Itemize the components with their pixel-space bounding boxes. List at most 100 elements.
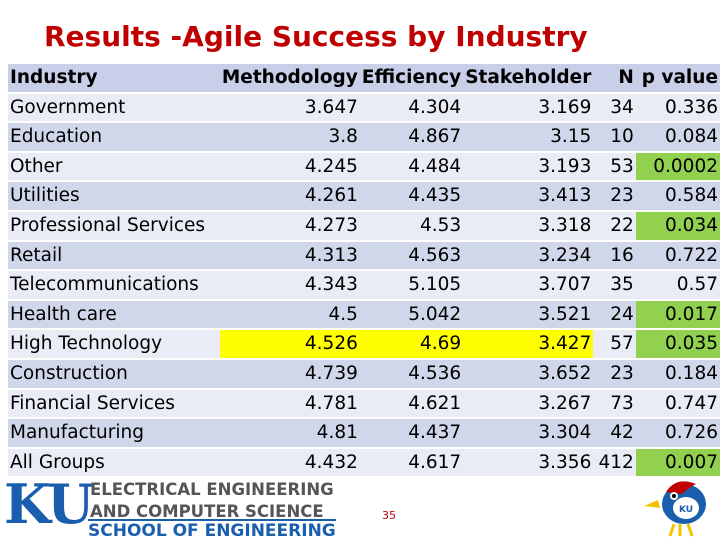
p-value-cell: 0.722 bbox=[665, 244, 718, 266]
industry-cell: Government bbox=[10, 96, 126, 118]
methodology-cell: 4.81 bbox=[316, 422, 358, 444]
efficiency-cell: 4.621 bbox=[408, 392, 462, 414]
efficiency-cell: 4.484 bbox=[408, 155, 462, 177]
table-row: Manufacturing 4.81 4.437 3.304 42 0.726 bbox=[8, 419, 720, 447]
n-cell: 24 bbox=[610, 303, 634, 325]
stakeholder-cell: 3.267 bbox=[538, 392, 592, 414]
table-row: Utilities 4.261 4.435 3.413 23 0.584 bbox=[8, 182, 720, 210]
table-row: Construction 4.739 4.536 3.652 23 0.184 bbox=[8, 359, 720, 388]
industry-cell: Retail bbox=[10, 244, 63, 266]
p-value-cell: 0.084 bbox=[665, 126, 718, 148]
svg-text:KU: KU bbox=[679, 505, 693, 515]
header-efficiency: Efficiency bbox=[361, 67, 462, 88]
p-value-cell-significant: 0.017 bbox=[635, 300, 720, 329]
p-value-cell: 0.57 bbox=[676, 274, 718, 296]
efficiency-cell: 5.105 bbox=[408, 274, 462, 296]
methodology-cell: 4.261 bbox=[304, 185, 358, 207]
industry-cell: Telecommunications bbox=[10, 274, 199, 296]
efficiency-cell: 4.53 bbox=[420, 214, 462, 236]
efficiency-cell: 4.536 bbox=[408, 362, 462, 384]
stakeholder-cell: 3.234 bbox=[538, 244, 592, 266]
methodology-cell: 4.245 bbox=[304, 155, 358, 177]
n-cell: 42 bbox=[610, 422, 634, 444]
p-value-cell-significant: 0.0002 bbox=[635, 152, 720, 181]
table-row: Professional Services 4.273 4.53 3.318 2… bbox=[8, 211, 720, 240]
methodology-cell: 4.343 bbox=[304, 274, 358, 296]
table-row: Education 3.8 4.867 3.15 10 0.084 bbox=[8, 123, 720, 151]
industry-cell: All Groups bbox=[10, 451, 105, 473]
industry-cell: Financial Services bbox=[10, 392, 175, 414]
table-row: Financial Services 4.781 4.621 3.267 73 … bbox=[8, 389, 720, 418]
n-cell: 35 bbox=[610, 274, 634, 296]
methodology-cell: 3.8 bbox=[328, 126, 358, 148]
methodology-cell: 4.313 bbox=[304, 244, 358, 266]
n-cell: 34 bbox=[610, 96, 634, 118]
efficiency-cell-highlighted: 4.69 bbox=[359, 330, 464, 358]
industry-cell: High Technology bbox=[10, 333, 163, 355]
school-name: SCHOOL OF ENGINEERING bbox=[88, 519, 336, 541]
results-table: Industry Methodology Efficiency Stakehol… bbox=[8, 62, 720, 478]
methodology-cell: 4.5 bbox=[328, 303, 358, 325]
header-p-value: p value bbox=[641, 67, 718, 88]
n-cell: 412 bbox=[598, 451, 634, 473]
n-cell: 23 bbox=[610, 362, 634, 384]
methodology-cell: 4.432 bbox=[304, 451, 358, 473]
jayhawk-mascot-icon: KU bbox=[644, 481, 706, 537]
department-name: ELECTRICAL ENGINEERING AND COMPUTER SCIE… bbox=[90, 479, 334, 523]
p-value-cell-significant: 0.007 bbox=[635, 448, 720, 477]
department-line-2: AND COMPUTER SCIENCE bbox=[90, 502, 324, 521]
ku-logo: KU bbox=[4, 472, 94, 536]
efficiency-cell: 4.437 bbox=[408, 422, 462, 444]
table-header-row: Industry Methodology Efficiency Stakehol… bbox=[8, 64, 720, 92]
stakeholder-cell: 3.304 bbox=[538, 422, 592, 444]
n-cell: 57 bbox=[610, 333, 634, 355]
efficiency-cell: 4.563 bbox=[408, 244, 462, 266]
p-value-cell: 0.747 bbox=[665, 392, 718, 414]
industry-cell: Construction bbox=[10, 362, 128, 384]
stakeholder-cell: 3.521 bbox=[538, 303, 592, 325]
header-stakeholder: Stakeholder bbox=[465, 67, 592, 88]
p-value-cell-significant: 0.034 bbox=[635, 211, 720, 240]
efficiency-cell: 4.867 bbox=[408, 126, 462, 148]
stakeholder-cell: 3.356 bbox=[538, 451, 592, 473]
p-value-cell-significant: 0.035 bbox=[635, 330, 720, 358]
table-row-highlighted: High Technology 4.526 4.69 3.427 57 0.03… bbox=[8, 330, 720, 358]
efficiency-cell: 5.042 bbox=[408, 303, 462, 325]
methodology-cell-highlighted: 4.526 bbox=[219, 330, 360, 358]
stakeholder-cell-highlighted: 3.427 bbox=[463, 330, 594, 358]
stakeholder-cell: 3.169 bbox=[538, 96, 592, 118]
industry-cell: Health care bbox=[10, 303, 117, 325]
stakeholder-cell: 3.15 bbox=[550, 126, 592, 148]
industry-cell: Education bbox=[10, 126, 103, 148]
n-cell: 16 bbox=[610, 244, 634, 266]
table-row: Other 4.245 4.484 3.193 53 0.0002 bbox=[8, 152, 720, 181]
table-row-total: All Groups 4.432 4.617 3.356 412 0.007 bbox=[8, 448, 720, 477]
p-value-cell: 0.726 bbox=[665, 422, 718, 444]
efficiency-cell: 4.304 bbox=[408, 96, 462, 118]
table-row: Government 3.647 4.304 3.169 34 0.336 bbox=[8, 93, 720, 122]
efficiency-cell: 4.435 bbox=[408, 185, 462, 207]
header-industry: Industry bbox=[10, 67, 98, 88]
methodology-cell: 4.781 bbox=[304, 392, 358, 414]
header-n: N bbox=[618, 67, 634, 88]
stakeholder-cell: 3.193 bbox=[538, 155, 592, 177]
p-value-cell: 0.584 bbox=[665, 185, 718, 207]
industry-cell: Manufacturing bbox=[10, 422, 144, 444]
efficiency-cell: 4.617 bbox=[408, 451, 462, 473]
stakeholder-cell: 3.707 bbox=[538, 274, 592, 296]
industry-cell: Utilities bbox=[10, 185, 80, 207]
n-cell: 73 bbox=[610, 392, 634, 414]
p-value-cell: 0.184 bbox=[665, 362, 718, 384]
stakeholder-cell: 3.413 bbox=[538, 185, 592, 207]
industry-cell: Professional Services bbox=[10, 214, 206, 236]
table-row: Retail 4.313 4.563 3.234 16 0.722 bbox=[8, 241, 720, 270]
department-line-1: ELECTRICAL ENGINEERING bbox=[90, 480, 334, 499]
table-row: Telecommunications 4.343 5.105 3.707 35 … bbox=[8, 271, 720, 299]
industry-cell: Other bbox=[10, 155, 63, 177]
stakeholder-cell: 3.318 bbox=[538, 214, 592, 236]
p-value-cell: 0.336 bbox=[665, 96, 718, 118]
table-row: Health care 4.5 5.042 3.521 24 0.017 bbox=[8, 300, 720, 329]
n-cell: 23 bbox=[610, 185, 634, 207]
header-methodology: Methodology bbox=[221, 67, 358, 88]
slide-title: Results -Agile Success by Industry bbox=[44, 20, 588, 53]
